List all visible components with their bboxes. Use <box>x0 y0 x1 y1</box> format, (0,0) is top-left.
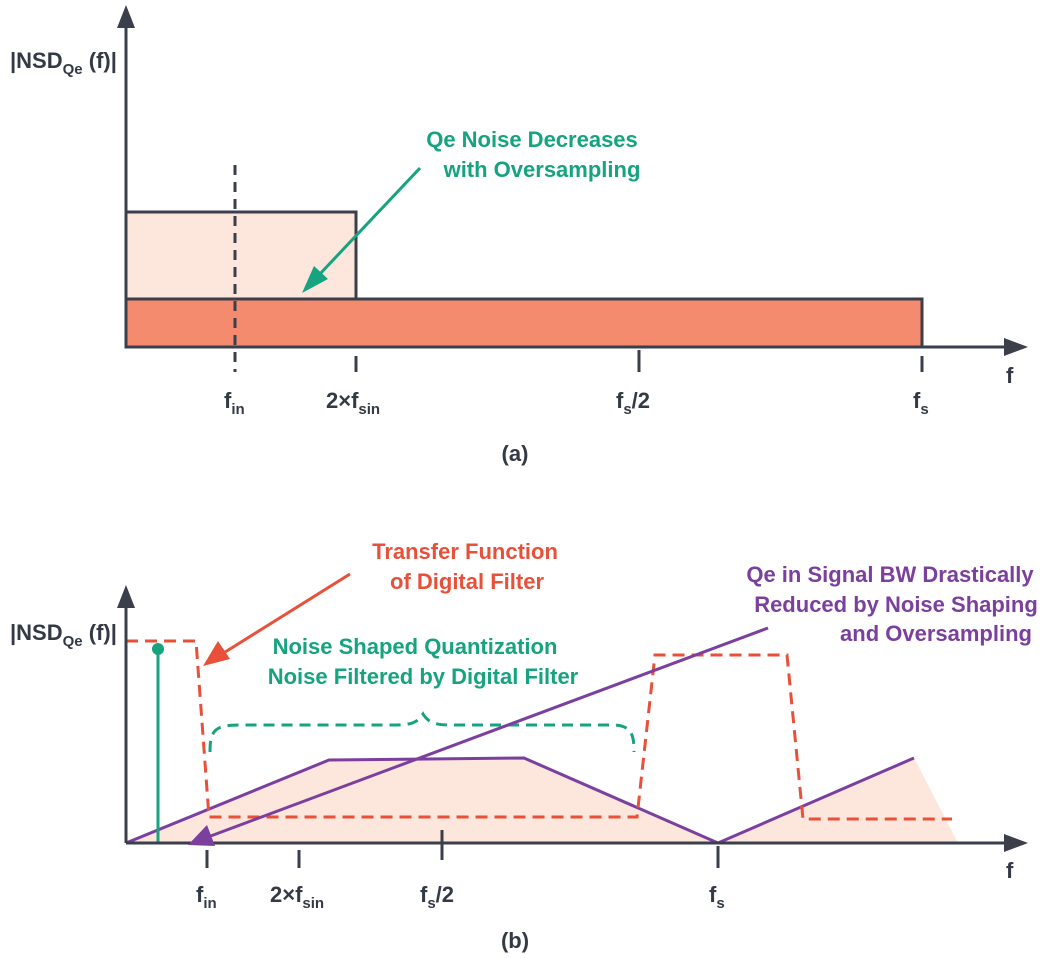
tick-label-fs: fs <box>913 388 929 418</box>
annotation-arrow-icon <box>302 266 328 293</box>
filter-annotation-arrow-icon <box>203 641 230 666</box>
x-axis-arrow-icon <box>1004 834 1028 852</box>
y-axis-label: |NSDQe (f)| <box>10 48 117 78</box>
tick-label-2fsin: 2×fsin <box>326 388 380 418</box>
x-axis-label: f <box>1006 858 1014 883</box>
caption-b: (b) <box>501 928 529 953</box>
tick-label-fin: fin <box>224 388 245 418</box>
qe-annotation-arrow-line <box>207 626 769 839</box>
digital-filter-curve <box>126 639 952 821</box>
shaped-noise-area <box>126 758 958 843</box>
filter-annotation-line-2: of Digital Filter <box>390 569 544 594</box>
y-axis-arrow-icon <box>117 585 135 608</box>
tick-label-fs-half: fs/2 <box>616 388 650 418</box>
qe-annotation-arrow-icon <box>188 825 215 846</box>
panel-b: |NSDQe (f)| f fin 2×fsin fs/2 fs Transfe… <box>10 539 1038 953</box>
annotation-arrow-line <box>316 166 422 278</box>
filtered-noise-brace <box>208 711 636 753</box>
x-axis-label: f <box>1006 363 1014 388</box>
filter-annotation-line-1: Transfer Function <box>372 539 558 564</box>
tick-label-2fsin: 2×fsin <box>270 882 324 912</box>
noise-shaping-curve <box>125 756 915 845</box>
filter-annotation-arrow-line <box>221 572 351 656</box>
annotation-line-2: with Oversampling <box>443 157 641 182</box>
x-axis-arrow-icon <box>1004 338 1028 356</box>
oversampled-noise-band <box>124 297 924 349</box>
qe-annotation-line-3: and Oversampling <box>840 621 1032 646</box>
y-axis-arrow-icon <box>117 5 135 28</box>
signal-tone-dot <box>152 643 164 655</box>
qe-annotation-line-2: Reduced by Noise Shaping <box>754 592 1038 617</box>
tick-label-fin: fin <box>196 882 217 912</box>
noise-annotation-line-2: Noise Filtered by Digital Filter <box>268 664 579 689</box>
caption-a: (a) <box>502 441 529 466</box>
noise-annotation-line-1: Noise Shaped Quantization <box>273 634 558 659</box>
annotation-line-1: Qe Noise Decreases <box>426 127 638 152</box>
tick-label-fs-half: fs/2 <box>420 882 454 912</box>
panel-a: |NSDQe (f)| f fin 2×fsin fs/2 fs Qe Nois… <box>10 5 1028 466</box>
tick-label-fs: fs <box>709 882 725 912</box>
qe-annotation-line-1: Qe in Signal BW Drastically <box>746 562 1034 587</box>
y-axis-label: |NSDQe (f)| <box>10 620 117 650</box>
